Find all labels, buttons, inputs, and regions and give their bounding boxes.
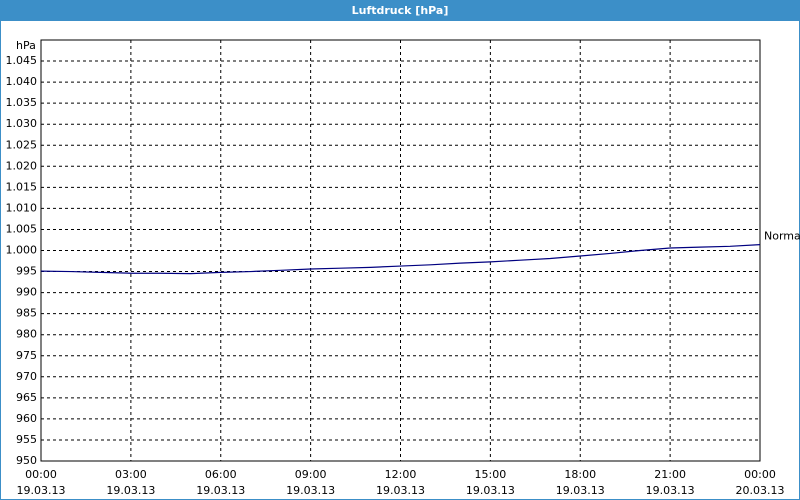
y-tick-label: 1.020 xyxy=(6,159,38,172)
title-bar xyxy=(0,0,800,21)
x-tick-date: 19.03.13 xyxy=(106,484,155,497)
x-tick-label: 15:00 xyxy=(475,468,507,481)
y-tick-label: 1.035 xyxy=(6,96,38,109)
y-tick-label: 1.000 xyxy=(6,244,38,257)
y-tick-label: 1.025 xyxy=(6,138,38,151)
x-tick-label: 09:00 xyxy=(295,468,327,481)
y-tick-label: 970 xyxy=(16,370,37,383)
x-tick-label: 03:00 xyxy=(115,468,147,481)
x-tick-date: 19.03.13 xyxy=(646,484,695,497)
x-tick-date: 19.03.13 xyxy=(556,484,605,497)
x-tick-label: 12:00 xyxy=(385,468,417,481)
y-tick-label: 950 xyxy=(16,454,37,467)
y-axis-unit: hPa xyxy=(16,39,36,52)
x-tick-label: 00:00 xyxy=(25,468,57,481)
y-tick-label: 1.015 xyxy=(6,180,38,193)
y-tick-label: 1.045 xyxy=(6,54,38,67)
x-tick-label: 21:00 xyxy=(654,468,686,481)
y-tick-label: 955 xyxy=(16,433,37,446)
y-tick-label: 1.005 xyxy=(6,222,38,235)
x-tick-date: 20.03.13 xyxy=(736,484,785,497)
x-tick-date: 19.03.13 xyxy=(286,484,335,497)
y-tick-label: 985 xyxy=(16,307,37,320)
x-tick-label: 00:00 xyxy=(744,468,776,481)
chart-title: Luftdruck [hPa] xyxy=(352,4,449,17)
y-tick-label: 965 xyxy=(16,391,37,404)
x-tick-date: 19.03.13 xyxy=(376,484,425,497)
y-tick-label: 975 xyxy=(16,349,37,362)
x-tick-date: 19.03.13 xyxy=(17,484,66,497)
y-tick-label: 1.010 xyxy=(6,201,38,214)
x-tick-date: 19.03.13 xyxy=(466,484,515,497)
y-tick-label: 980 xyxy=(16,328,37,341)
x-tick-label: 18:00 xyxy=(564,468,596,481)
x-tick-date: 19.03.13 xyxy=(196,484,245,497)
y-tick-label: 990 xyxy=(16,286,37,299)
x-tick-label: 06:00 xyxy=(205,468,237,481)
y-tick-label: 960 xyxy=(16,412,37,425)
y-tick-label: 1.030 xyxy=(6,117,38,130)
y-tick-label: 1.040 xyxy=(6,75,38,88)
series-label: Normal xyxy=(764,230,800,243)
plot-frame xyxy=(40,39,761,462)
data-line xyxy=(40,244,761,275)
y-tick-label: 995 xyxy=(16,265,37,278)
